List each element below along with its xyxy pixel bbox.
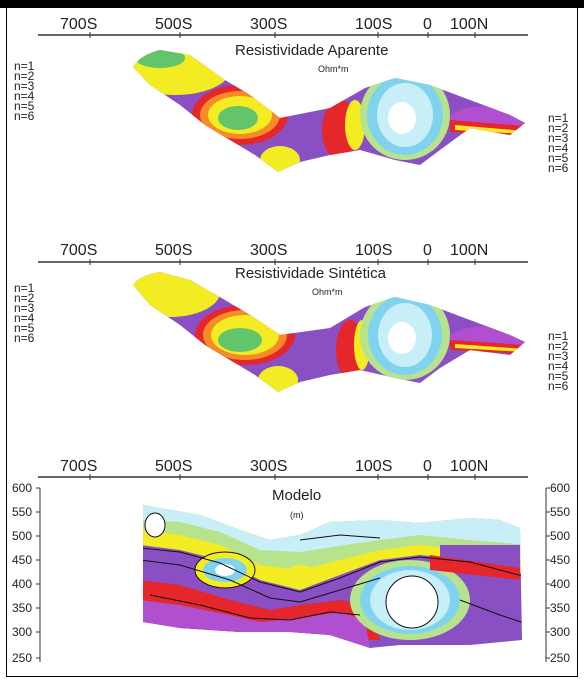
panel-synthetic-x-label-1: 500S <box>155 242 192 259</box>
level-label: n=1 <box>14 281 35 295</box>
level-label: n=4 <box>548 141 569 155</box>
panel-synthetic-right-levels: n=1 n=2 n=3 n=4 n=5 n=6 <box>548 329 569 393</box>
panel-model-x-label-3: 100S <box>355 458 392 475</box>
panel-model-contour-fill <box>143 505 522 648</box>
level-label: n=6 <box>548 161 569 175</box>
panel-model-right-depth-ticks: 600 550 500 450 400 350 300 250 <box>550 481 570 665</box>
depth-tick-label: 300 <box>550 625 570 639</box>
depth-tick-label: 400 <box>550 577 570 591</box>
panel-model-left-depth-ticks: 600 550 500 450 400 350 300 250 <box>12 481 32 665</box>
panel-apparent-x-label-4: 0 <box>423 16 432 33</box>
panel-model-x-label-5: 100N <box>450 458 488 475</box>
level-label: n=4 <box>548 359 569 373</box>
level-label: n=4 <box>14 89 35 103</box>
level-label: n=1 <box>548 329 569 343</box>
panel-model-tick-marks <box>89 474 476 480</box>
panel-model-right-tick-marks <box>546 487 550 659</box>
depth-tick-label: 400 <box>12 577 32 591</box>
panel-synthetic-title: Resistividade Sintética <box>235 265 387 282</box>
level-label: n=4 <box>14 311 35 325</box>
depth-tick-label: 300 <box>12 625 32 639</box>
depth-tick-label: 500 <box>12 529 32 543</box>
level-label: n=6 <box>14 331 35 345</box>
panel-model-x-label-0: 700S <box>60 458 97 475</box>
panel-synthetic-x-label-0: 700S <box>60 242 97 259</box>
level-label: n=5 <box>14 321 35 335</box>
panel-synthetic-x-label-4: 0 <box>423 242 432 259</box>
level-label: n=3 <box>14 301 35 315</box>
panel-model-left-tick-marks <box>36 487 40 659</box>
panel-apparent-contour-fill <box>133 50 525 172</box>
caption-strip <box>0 0 584 8</box>
depth-tick-label: 350 <box>12 601 32 615</box>
level-label: n=2 <box>548 121 569 135</box>
level-label: n=3 <box>548 131 569 145</box>
depth-tick-label: 450 <box>550 553 570 567</box>
level-label: n=3 <box>548 349 569 363</box>
panel-synthetic-x-label-5: 100N <box>450 242 488 259</box>
panel-synthetic-x-label-2: 300S <box>250 242 287 259</box>
panel-apparent-x-label-1: 500S <box>155 16 192 33</box>
depth-tick-label: 350 <box>550 601 570 615</box>
panel-apparent-right-levels: n=1 n=2 n=3 n=4 n=5 n=6 <box>548 111 569 175</box>
panel-synthetic: 700S 500S 300S 100S 0 100N Resistividade… <box>14 242 569 393</box>
panel-apparent-x-label-0: 700S <box>60 16 97 33</box>
panel-apparent-title: Resistividade Aparente <box>235 42 388 59</box>
level-label: n=5 <box>548 369 569 383</box>
panel-apparent-x-label-3: 100S <box>355 16 392 33</box>
depth-tick-label: 250 <box>12 651 32 665</box>
depth-tick-label: 250 <box>550 651 570 665</box>
panel-synthetic-x-label-3: 100S <box>355 242 392 259</box>
depth-tick-label: 600 <box>12 481 32 495</box>
level-label: n=1 <box>548 111 569 125</box>
panel-apparent-tick-marks <box>89 32 476 38</box>
panel-synthetic-unit: Ohm*m <box>312 287 343 297</box>
level-label: n=3 <box>14 79 35 93</box>
level-label: n=5 <box>14 99 35 113</box>
depth-tick-label: 600 <box>550 481 570 495</box>
panel-synthetic-contour-fill <box>133 272 525 392</box>
level-label: n=5 <box>548 151 569 165</box>
panel-apparent: 700S 500S 300S 100S 0 100N Resistividade… <box>14 16 569 175</box>
depth-tick-label: 550 <box>550 505 570 519</box>
level-label: n=1 <box>14 59 35 73</box>
panel-model-unit: (m) <box>290 510 304 520</box>
depth-tick-label: 500 <box>550 529 570 543</box>
panel-apparent-unit: Ohm*m <box>318 64 349 74</box>
level-label: n=2 <box>14 291 35 305</box>
level-label: n=2 <box>548 339 569 353</box>
panel-apparent-x-label-2: 300S <box>250 16 287 33</box>
panel-synthetic-left-levels: n=1 n=2 n=3 n=4 n=5 n=6 <box>14 281 35 345</box>
panel-model-x-label-4: 0 <box>423 458 432 475</box>
level-label: n=6 <box>14 109 35 123</box>
panel-model-x-label-2: 300S <box>250 458 287 475</box>
panel-synthetic-tick-marks <box>89 259 476 265</box>
panel-apparent-left-levels: n=1 n=2 n=3 n=4 n=5 n=6 <box>14 59 35 123</box>
panel-model-title: Modelo <box>272 487 321 504</box>
panel-model-x-label-1: 500S <box>155 458 192 475</box>
level-label: n=2 <box>14 69 35 83</box>
panel-apparent-x-label-5: 100N <box>450 16 488 33</box>
level-label: n=6 <box>548 379 569 393</box>
panel-model: 700S 500S 300S 100S 0 100N Modelo (m) 60… <box>12 458 570 665</box>
depth-tick-label: 450 <box>12 553 32 567</box>
depth-tick-label: 550 <box>12 505 32 519</box>
